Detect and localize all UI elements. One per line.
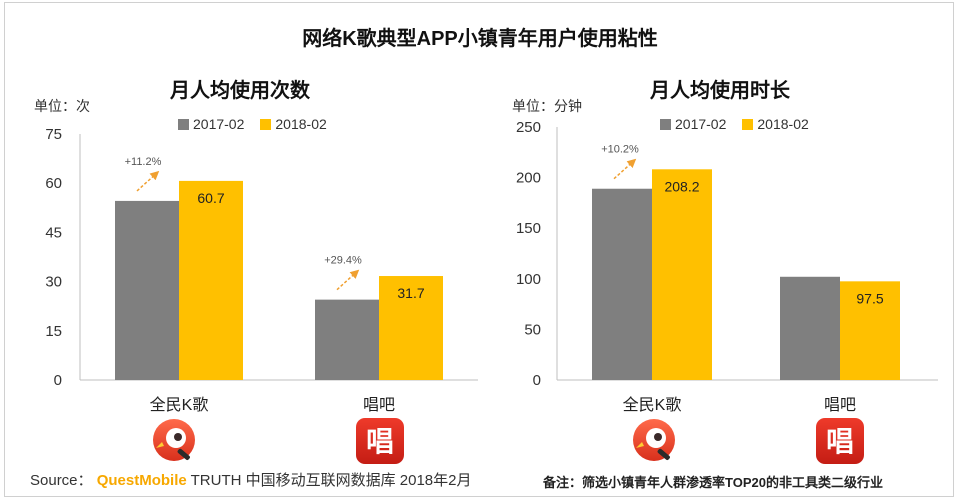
changba-icon-bg — [356, 418, 404, 464]
source-prefix: Source： — [30, 472, 93, 489]
bar-2017-02-全民K歌 — [115, 200, 179, 380]
qmkg-icon-eye — [654, 433, 662, 441]
legend-label: 2018-02 — [275, 116, 327, 132]
chart-title-left: 月人均使用次数 — [170, 80, 310, 102]
unit-label-right: 单位：分钟 — [512, 98, 582, 114]
changba-app-icon: 唱 — [816, 418, 864, 464]
qmkg-app-icon — [153, 419, 195, 461]
chart-title-right: 月人均使用时长 — [650, 80, 790, 102]
legend-left: 2017-02 2018-02 — [178, 116, 337, 132]
category-label: 全民K歌 — [623, 396, 682, 414]
growth-label: +11.2% — [125, 156, 162, 168]
legend-item-2017: 2017-02 — [178, 116, 244, 132]
y-tick-label: 45 — [45, 224, 62, 241]
source-line: Source： QuestMobile TRUTH 中国移动互联网数据库 201… — [30, 469, 472, 490]
data-label: 208.2 — [664, 178, 699, 194]
y-tick-label: 0 — [533, 372, 541, 389]
changba-icon-bg — [816, 418, 864, 464]
growth-label: +29.4% — [324, 255, 362, 267]
bar-2017-02-唱吧 — [780, 276, 840, 380]
source-rest: TRUTH 中国移动互联网数据库 2018年2月 — [190, 472, 472, 489]
category-label: 全民K歌 — [150, 396, 209, 414]
chart-left: 0 15 30 45 60 75 60.7 31.7 +11.2% +29.4% 全民K歌 唱吧 — [45, 126, 478, 414]
data-label: 60.7 — [197, 190, 224, 206]
legend-right: 2017-02 2018-02 — [660, 116, 819, 132]
y-tick-label: 30 — [45, 274, 62, 291]
growth-arrow — [613, 158, 637, 180]
changba-icon-glyph: 唱 — [826, 425, 854, 458]
growth-arrow — [136, 170, 160, 192]
bar-2018-02-全民K歌 — [179, 180, 243, 380]
qmkg-icon-beak — [156, 442, 164, 448]
y-tick-label: 50 — [524, 321, 541, 338]
bar-2017-02-唱吧 — [315, 299, 379, 380]
changba-app-icon: 唱 — [356, 418, 404, 464]
qmkg-icon-mic — [657, 448, 670, 461]
y-tick-label: 250 — [516, 119, 541, 136]
y-tick-label: 15 — [45, 323, 62, 340]
chart-right: 0 50 100 150 200 250 208.2 97.5 +10.2% 全民K歌 唱吧 — [516, 119, 938, 414]
unit-label-left: 单位：次 — [34, 98, 90, 114]
page-title: 网络K歌典型APP小镇青年用户使用粘性 — [302, 28, 658, 50]
source-brand: QuestMobile — [96, 472, 187, 489]
growth-label: +10.2% — [601, 144, 639, 156]
data-label: 31.7 — [397, 285, 424, 301]
bar-2018-02-唱吧 — [840, 281, 900, 380]
y-tick-label: 0 — [54, 372, 62, 389]
legend-label: 2017-02 — [193, 116, 245, 132]
y-tick-label: 60 — [45, 175, 62, 192]
category-label: 唱吧 — [363, 397, 395, 414]
legend-label: 2018-02 — [757, 116, 809, 132]
bar-2018-02-唱吧 — [379, 276, 443, 380]
data-label: 97.5 — [856, 290, 883, 306]
growth-arrow — [336, 269, 360, 291]
bar-2018-02-全民K歌 — [652, 169, 712, 380]
chart-frame — [4, 2, 954, 497]
legend-item-2017: 2017-02 — [660, 116, 726, 132]
y-tick-label: 150 — [516, 220, 541, 237]
bar-2017-02-全民K歌 — [592, 188, 652, 380]
y-tick-label: 75 — [45, 126, 62, 143]
qmkg-icon-eye — [174, 433, 182, 441]
qmkg-icon-beak — [636, 442, 644, 448]
qmkg-app-icon — [633, 419, 675, 461]
qmkg-icon-mic — [177, 448, 190, 461]
y-tick-label: 100 — [516, 271, 541, 288]
y-tick-label: 200 — [516, 170, 541, 187]
category-label: 唱吧 — [824, 397, 856, 414]
legend-item-2018: 2018-02 — [260, 116, 327, 132]
changba-icon-glyph: 唱 — [366, 425, 394, 458]
legend-item-2018: 2018-02 — [742, 116, 809, 132]
footnote: 备注：筛选小镇青年人群渗透率TOP20的非工具类二级行业 — [543, 475, 883, 490]
legend-label: 2017-02 — [675, 116, 727, 132]
